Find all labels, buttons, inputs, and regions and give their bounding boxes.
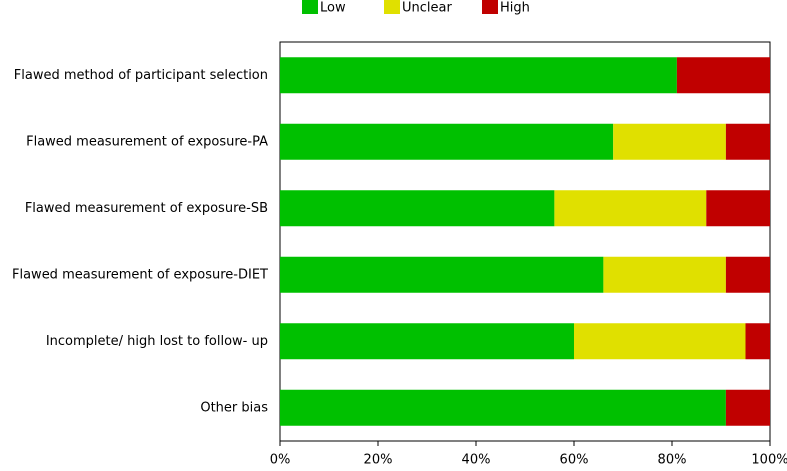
bar-segment [280,190,555,227]
y-tick-label: Flawed measurement of exposure-PA [26,134,268,149]
bar-segment [280,389,726,426]
y-tick-label: Flawed measurement of exposure-DIET [12,267,268,282]
bar-segment [676,57,770,94]
bar-segment [725,256,770,293]
y-tick-label: Incomplete/ high lost to follow- up [46,334,268,349]
bar-segment [745,323,770,360]
plot-frame [279,41,771,442]
bar-segment [554,190,707,227]
legend-swatch [482,0,498,14]
x-tick-label: 40% [462,453,491,468]
legend-swatch [384,0,400,14]
y-tick-label: Other bias [200,400,268,415]
bar-segment [574,323,746,360]
legend-label: Low [320,1,346,16]
bar-segment [613,123,726,160]
x-tick-label: 80% [658,453,687,468]
x-tick-label: 20% [364,453,393,468]
x-tick-label: 0% [270,453,291,468]
x-tick-label: 100% [751,453,787,468]
y-tick-label: Flawed method of participant selection [14,68,268,83]
bar-segment [280,323,574,360]
bar-segment [603,256,726,293]
legend-label: Unclear [402,1,452,16]
x-tick-label: 60% [560,453,589,468]
bar-segment [280,57,677,94]
bar-segment [706,190,770,227]
y-tick-label: Flawed measurement of exposure-SB [25,201,268,216]
bar-segment [280,123,614,160]
bar-segment [725,123,770,160]
legend-swatch [302,0,318,14]
bar-segment [280,256,604,293]
bar-segment [725,389,770,426]
legend-label: High [500,1,530,16]
